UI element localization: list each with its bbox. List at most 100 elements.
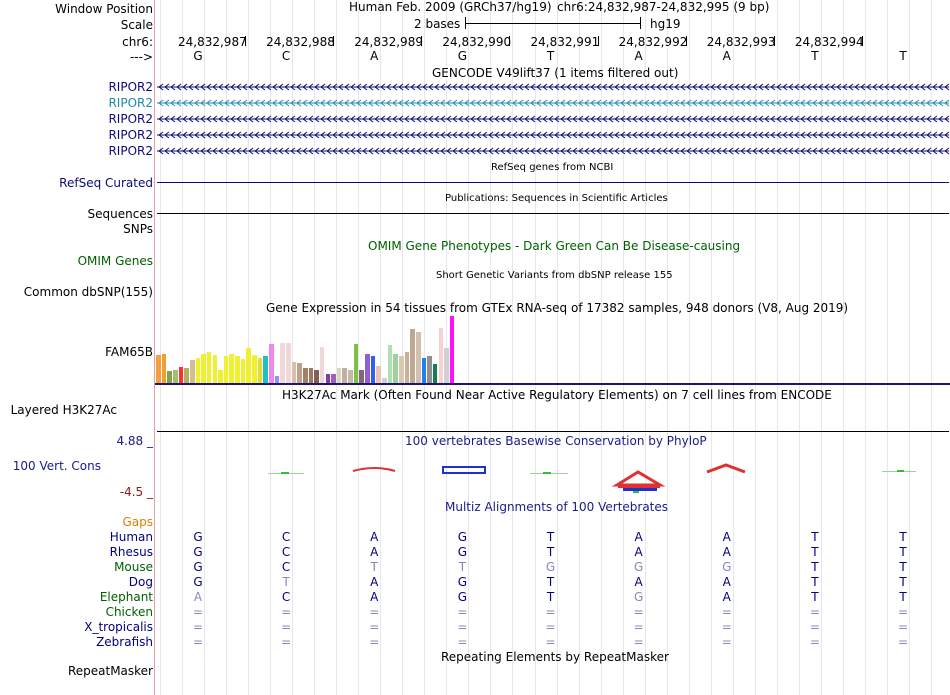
species-label[interactable]: Rhesus [109, 545, 153, 559]
gtex-bar[interactable] [189, 360, 195, 383]
gtex-bar[interactable] [161, 354, 167, 383]
gtex-bar[interactable] [246, 348, 252, 383]
gtex-bar[interactable] [218, 370, 223, 383]
gtex-bar[interactable] [427, 356, 432, 383]
gtex-bar[interactable] [325, 374, 331, 383]
phylop-max-value: 4.88 _ [116, 434, 153, 448]
phylop-logo-plot[interactable] [155, 455, 950, 495]
gencode-item-label[interactable]: RIPOR2 [108, 96, 153, 110]
gtex-bar[interactable] [269, 344, 274, 383]
gtex-bar[interactable] [235, 356, 240, 383]
gtex-bar[interactable] [342, 368, 348, 383]
alignment-base: C [281, 560, 291, 574]
gtex-bar[interactable] [382, 378, 387, 383]
refseq-track-title[interactable]: RefSeq genes from NCBI [491, 162, 614, 173]
gtex-bar[interactable] [387, 345, 393, 383]
gtex-bar[interactable] [285, 343, 291, 383]
gtex-bar[interactable] [410, 329, 415, 383]
gtex-bar[interactable] [353, 344, 359, 383]
refseq-gene-line[interactable] [157, 182, 949, 183]
gridline [424, 0, 426, 695]
gencode-transcript-line[interactable] [157, 98, 949, 108]
coordinate-label: 24,832,990 [442, 35, 512, 49]
gencode-transcript-line[interactable] [157, 114, 949, 124]
gtex-bar[interactable] [240, 359, 246, 383]
gtex-track-title[interactable]: Gene Expression in 54 tissues from GTEx … [266, 301, 849, 315]
gencode-transcript-line[interactable] [157, 130, 949, 140]
gtex-bar[interactable] [263, 356, 268, 383]
gtex-bar[interactable] [404, 352, 410, 383]
gtex-bar[interactable] [156, 355, 161, 383]
gtex-bar[interactable] [223, 356, 229, 383]
gtex-bar[interactable] [319, 347, 325, 383]
gtex-bar[interactable] [195, 358, 201, 383]
gtex-bar[interactable] [359, 370, 365, 383]
gencode-item-label[interactable]: RIPOR2 [108, 128, 153, 142]
phylop-track-title[interactable]: 100 vertebrates Basewise Conservation by… [405, 434, 707, 448]
gtex-bar[interactable] [398, 356, 404, 383]
common-dbsnp-label[interactable]: Common dbSNP(155) [23, 285, 153, 299]
omim-genes-label[interactable]: OMIM Genes [77, 254, 153, 268]
gtex-bar[interactable] [348, 370, 353, 383]
gtex-bar[interactable] [415, 332, 421, 383]
gtex-bar[interactable] [421, 358, 427, 383]
gtex-bar[interactable] [297, 363, 302, 383]
species-label[interactable]: Elephant [99, 590, 153, 604]
gtex-bar[interactable] [291, 362, 297, 383]
gencode-item-label[interactable]: RIPOR2 [108, 144, 153, 158]
gtex-gene-label[interactable]: FAM65B [105, 345, 153, 359]
species-label[interactable]: Dog [128, 575, 153, 589]
gencode-item-label[interactable]: RIPOR2 [108, 80, 153, 94]
multiz-track-title[interactable]: Multiz Alignments of 100 Vertebrates [445, 500, 669, 514]
refseq-curated-label[interactable]: RefSeq Curated [59, 176, 153, 190]
gtex-bar[interactable] [252, 355, 257, 383]
repeatmasker-track-title[interactable]: Repeating Elements by RepeatMasker [441, 650, 669, 664]
gtex-bar-chart[interactable] [156, 316, 536, 383]
gridline [402, 0, 404, 695]
gtex-bar[interactable] [184, 368, 189, 383]
layered-h3k27ac-label[interactable]: Layered H3K27Ac [10, 403, 117, 417]
repeatmasker-label[interactable]: RepeatMasker [67, 664, 153, 678]
gtex-bar[interactable] [370, 356, 376, 383]
gtex-bar[interactable] [444, 348, 449, 383]
gtex-bar[interactable] [302, 368, 308, 383]
species-label[interactable]: Zebrafish [96, 635, 153, 649]
gaps-label[interactable]: Gaps [122, 515, 153, 529]
gtex-bar[interactable] [280, 343, 285, 383]
species-label[interactable]: Human [109, 530, 153, 544]
gtex-bar[interactable] [167, 371, 172, 383]
snps-label[interactable]: SNPs [123, 222, 153, 236]
gtex-bar[interactable] [336, 368, 342, 383]
phylop-label[interactable]: 100 Vert. Cons [12, 459, 101, 473]
gtex-bar[interactable] [229, 354, 235, 383]
gtex-bar[interactable] [308, 368, 314, 383]
gtex-bar[interactable] [201, 354, 206, 383]
species-label[interactable]: Chicken [105, 605, 153, 619]
gridline [798, 0, 800, 695]
gtex-bar[interactable] [314, 370, 319, 383]
gencode-transcript-line[interactable] [157, 146, 949, 156]
gtex-bar[interactable] [449, 316, 455, 383]
gtex-bar[interactable] [376, 366, 381, 383]
sequences-label[interactable]: Sequences [87, 207, 153, 221]
gtex-bar[interactable] [212, 355, 218, 383]
gtex-bar[interactable] [274, 376, 280, 383]
species-label[interactable]: X_tropicalis [84, 620, 153, 634]
gencode-track-title[interactable]: GENCODE V49lift37 (1 items filtered out) [432, 66, 679, 80]
gtex-bar[interactable] [172, 370, 178, 383]
gtex-bar[interactable] [178, 367, 184, 383]
h3k27ac-track-title[interactable]: H3K27Ac Mark (Often Found Near Active Re… [282, 388, 832, 402]
dbsnp-track-title[interactable]: Short Genetic Variants from dbSNP releas… [436, 270, 673, 281]
gtex-bar[interactable] [365, 354, 370, 383]
publications-track-title[interactable]: Publications: Sequences in Scientific Ar… [445, 193, 668, 204]
gtex-bar[interactable] [432, 364, 438, 383]
gtex-bar[interactable] [393, 354, 398, 383]
omim-track-title[interactable]: OMIM Gene Phenotypes - Dark Green Can Be… [368, 239, 741, 253]
gtex-bar[interactable] [438, 328, 444, 383]
gtex-bar[interactable] [206, 352, 212, 383]
gencode-transcript-line[interactable] [157, 82, 949, 92]
gtex-bar[interactable] [257, 358, 263, 383]
gencode-item-label[interactable]: RIPOR2 [108, 112, 153, 126]
species-label[interactable]: Mouse [114, 560, 153, 574]
gtex-bar[interactable] [331, 374, 336, 383]
